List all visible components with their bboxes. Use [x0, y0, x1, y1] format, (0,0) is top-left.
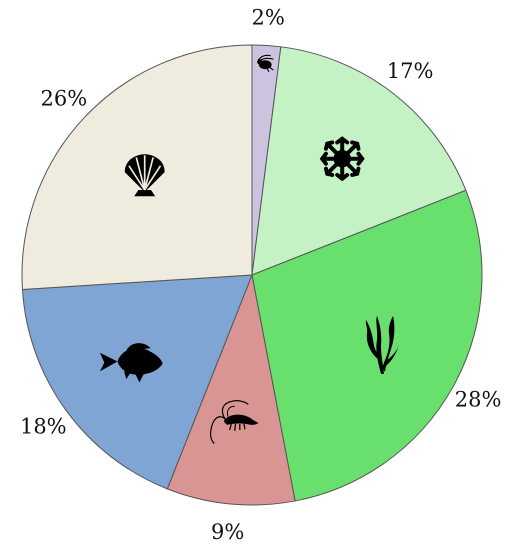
slice-label-0: 2% [252, 6, 285, 30]
slice-label-1: 17% [387, 59, 434, 83]
pie-slice-4 [21, 274, 253, 490]
coral-polyp-icon [320, 136, 365, 181]
slice-label-3: 9% [211, 520, 244, 544]
slice-label-2: 28% [455, 387, 502, 411]
pie-slice-2 [251, 189, 483, 502]
slice-labels: 2% 17% 28% 9% 18% 26% [20, 6, 501, 544]
slice-label-4: 18% [20, 415, 67, 439]
pie-slices [21, 44, 483, 506]
slice-label-5: 26% [41, 86, 88, 110]
pie-slice-3 [166, 273, 296, 506]
